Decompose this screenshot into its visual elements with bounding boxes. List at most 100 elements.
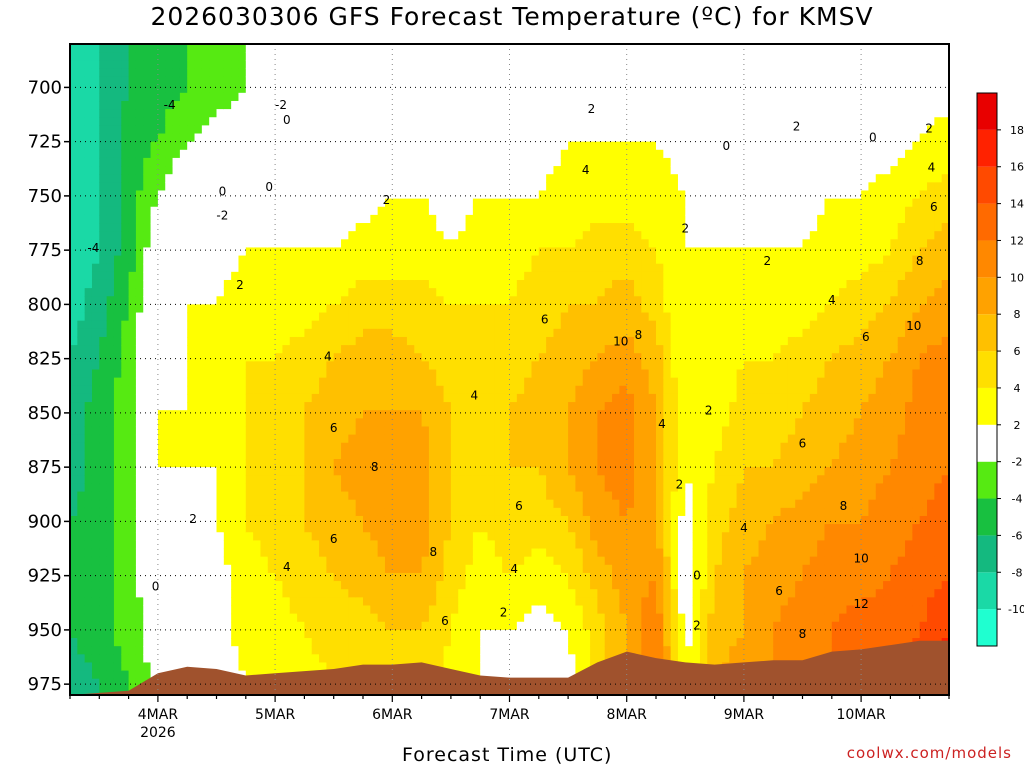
heat-cell (509, 613, 518, 623)
heat-cell (319, 214, 327, 224)
heat-cell (150, 271, 159, 281)
heat-cell (487, 353, 496, 362)
heat-cell (267, 44, 276, 53)
heat-cell (223, 621, 232, 631)
heat-cell (421, 271, 430, 281)
heat-cell (267, 125, 276, 135)
heat-cell (355, 141, 364, 151)
heat-cell (260, 402, 269, 411)
heat-cell (363, 174, 371, 183)
heat-cell (216, 483, 225, 493)
heat-cell (348, 629, 357, 639)
heat-cell (355, 621, 364, 631)
heat-cell (282, 279, 291, 289)
heat-cell (414, 589, 423, 598)
heat-cell (84, 141, 93, 151)
heat-cell (84, 263, 93, 273)
heat-cell (297, 214, 305, 224)
heat-cell (421, 638, 430, 647)
heat-cell (128, 157, 137, 167)
heat-cell (450, 345, 459, 354)
heat-cell (509, 597, 518, 607)
heat-cell (267, 613, 276, 623)
heat-cell (267, 223, 276, 232)
heat-cell (245, 597, 254, 607)
heat-cell (289, 393, 298, 403)
heat-cell (201, 166, 210, 175)
heat-cell (128, 239, 137, 249)
heat-cell (333, 450, 342, 460)
heat-cell (494, 109, 503, 118)
heat-cell (458, 532, 467, 541)
heat-cell (282, 117, 291, 126)
heat-cell (458, 459, 467, 468)
heat-cell (143, 125, 152, 135)
heat-cell (70, 133, 78, 143)
heat-cell (487, 507, 496, 517)
heat-cell (150, 507, 159, 517)
heat-cell (443, 312, 452, 322)
heat-cell (135, 109, 144, 118)
heat-cell (172, 410, 181, 419)
heat-cell (480, 467, 489, 476)
heat-cell (172, 662, 181, 672)
heat-cell (260, 662, 269, 672)
heat-cell (341, 548, 349, 558)
heat-cell (377, 385, 386, 395)
heat-cell (128, 548, 137, 558)
heat-cell (341, 190, 349, 200)
heat-cell (421, 92, 430, 102)
heat-cell (494, 336, 503, 346)
heat-cell (443, 263, 452, 273)
heat-cell (194, 279, 203, 289)
heat-cell (443, 393, 452, 403)
heat-cell (370, 556, 379, 566)
heat-cell (304, 44, 313, 53)
heat-cell (370, 605, 379, 615)
heat-cell (406, 328, 415, 338)
heat-cell (216, 149, 225, 159)
heat-cell (516, 117, 525, 126)
heat-cell (172, 483, 181, 493)
heat-cell (223, 515, 232, 525)
heat-cell (143, 572, 152, 582)
heat-cell (128, 646, 137, 655)
heat-cell (194, 141, 203, 151)
heat-cell (392, 475, 401, 485)
heat-cell (326, 605, 335, 615)
heat-cell (355, 442, 364, 452)
heat-cell (150, 442, 159, 452)
heat-cell (223, 385, 232, 395)
heat-cell (165, 157, 174, 167)
heat-cell (231, 92, 240, 102)
heat-cell (260, 76, 269, 86)
heat-cell (275, 662, 284, 672)
heat-cell (326, 198, 335, 208)
heat-cell (494, 442, 503, 452)
heat-cell (333, 369, 342, 379)
heat-cell (414, 149, 423, 159)
heat-cell (363, 328, 371, 338)
heat-cell (289, 564, 298, 574)
heat-cell (370, 214, 379, 224)
heat-cell (502, 263, 511, 273)
heat-cell (370, 613, 379, 623)
heat-cell (187, 141, 196, 151)
heat-cell (77, 581, 86, 590)
heat-cell (319, 304, 327, 314)
heat-cell (348, 646, 357, 655)
heat-cell (494, 190, 503, 200)
heat-cell (516, 499, 525, 509)
heat-cell (399, 629, 408, 639)
heat-cell (319, 385, 327, 395)
heat-cell (480, 133, 489, 143)
heat-cell (165, 581, 174, 590)
heat-cell (209, 76, 218, 86)
heat-cell (333, 174, 342, 183)
heat-cell (480, 499, 489, 509)
heat-cell (399, 149, 408, 159)
heat-cell (77, 133, 86, 143)
heat-cell (377, 483, 386, 493)
heat-cell (465, 52, 474, 61)
heat-cell (450, 336, 459, 346)
